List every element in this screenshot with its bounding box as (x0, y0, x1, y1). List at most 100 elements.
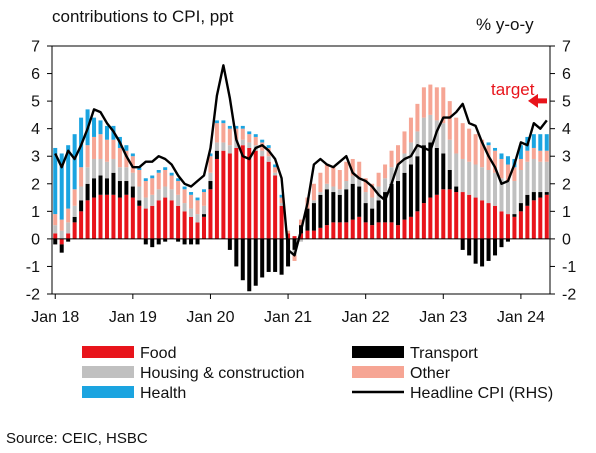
left-tick-label: 3 (31, 149, 40, 166)
bar-food (311, 230, 316, 239)
bar-housing-construction (363, 192, 368, 204)
bar-other (434, 87, 439, 121)
bar-food (59, 238, 64, 245)
bar-housing-construction (499, 178, 504, 212)
bar-housing-construction (85, 167, 90, 184)
plot-frame (51, 45, 551, 295)
bar-transport (247, 238, 252, 292)
right-tick-label: 1 (562, 204, 571, 221)
bar-food (499, 211, 504, 239)
bar-transport (460, 238, 465, 250)
bar-health (221, 120, 226, 124)
bar-housing-construction (53, 225, 58, 234)
bar-transport (454, 186, 459, 193)
bar-food (247, 147, 252, 239)
bar-other (460, 123, 465, 159)
bar-transport (137, 200, 142, 206)
bar-transport (318, 194, 323, 228)
bar-transport (79, 200, 84, 212)
bar-food (195, 222, 200, 239)
bar-food (525, 205, 530, 239)
bar-other (279, 197, 284, 204)
bar-housing-construction (201, 205, 206, 215)
bar-transport (441, 153, 446, 190)
bar-other (163, 170, 168, 187)
legend-label-headline-cpi-rhs: Headline CPI (RHS) (410, 385, 553, 402)
bar-food (376, 222, 381, 239)
bar-food (402, 219, 407, 239)
bar-health (518, 145, 523, 159)
bar-housing-construction (544, 161, 549, 193)
bar-other (408, 117, 413, 143)
bar-food (221, 150, 226, 239)
bar-transport (480, 238, 485, 267)
bar-transport (234, 238, 239, 267)
legend-swatch-health (82, 386, 134, 398)
bar-health (124, 145, 129, 151)
bar-housing-construction (460, 158, 465, 193)
bar-transport (331, 192, 336, 223)
bar-housing-construction (531, 158, 536, 193)
bar-other (363, 178, 368, 193)
bar-food (428, 197, 433, 239)
bar-other (415, 103, 420, 132)
bar-transport (72, 216, 77, 223)
left-tick-label: -2 (26, 287, 40, 304)
bar-food (189, 216, 194, 239)
bar-food (512, 216, 517, 239)
bar-food (408, 216, 413, 239)
bar-other (402, 131, 407, 154)
bar-housing-construction (512, 181, 517, 215)
bar-health (130, 153, 135, 157)
bar-health (66, 145, 71, 209)
bar-other (383, 164, 388, 179)
bar-housing-construction (428, 114, 433, 143)
bar-food (421, 203, 426, 239)
legend-label-housing-construction: Housing & construction (140, 365, 305, 382)
bar-transport (408, 164, 413, 217)
bar-other (324, 164, 329, 184)
bar-transport (214, 150, 219, 159)
bar-housing-construction (227, 145, 232, 154)
bar-housing-construction (357, 178, 362, 187)
bar-housing-construction (247, 142, 252, 148)
bar-food (480, 200, 485, 239)
legend-label-transport: Transport (410, 345, 478, 362)
x-tick-label: Jan 22 (342, 309, 390, 326)
bar-housing-construction (318, 192, 323, 195)
bar-housing-construction (493, 172, 498, 206)
bar-housing-construction (370, 197, 375, 209)
bar-transport (512, 214, 517, 217)
bar-food (279, 205, 284, 239)
bar-health (59, 153, 64, 220)
bar-housing-construction (104, 161, 109, 179)
bar-food (544, 194, 549, 239)
bar-other (59, 219, 64, 231)
bar-other (156, 172, 161, 190)
bar-food (104, 194, 109, 239)
bar-transport (130, 186, 135, 198)
left-tick-label: 2 (31, 176, 40, 193)
bar-other (337, 170, 342, 190)
bar-housing-construction (396, 164, 401, 182)
bar-transport (182, 238, 187, 245)
bar-transport (544, 192, 549, 195)
bar-transport (104, 178, 109, 195)
left-axis-ticks: -2 -1 0 1 2 3 4 5 6 7 (26, 39, 52, 304)
bar-other (176, 181, 181, 195)
bar-other (538, 150, 543, 162)
bar-transport (305, 208, 310, 231)
left-tick-label: 6 (31, 66, 40, 83)
bar-housing-construction (441, 123, 446, 154)
bar-housing-construction (454, 153, 459, 187)
bar-housing-construction (117, 167, 122, 182)
bar-other (311, 183, 316, 201)
bar-housing-construction (59, 230, 64, 239)
legend-label-other: Other (410, 365, 451, 382)
bar-other (447, 101, 452, 140)
bar-other (72, 189, 77, 206)
bar-other (480, 139, 485, 168)
bar-health (53, 147, 58, 215)
bar-other (53, 214, 58, 226)
bar-housing-construction (79, 186, 84, 201)
